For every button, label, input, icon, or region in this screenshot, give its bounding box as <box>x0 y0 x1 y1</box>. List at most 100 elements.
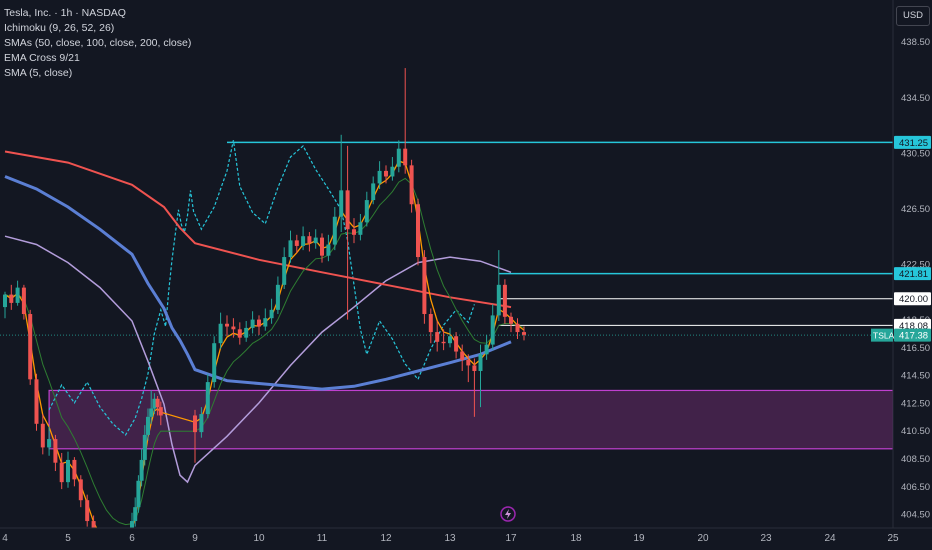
y-tick-label: 416.50 <box>901 343 930 354</box>
candle-body <box>522 332 526 335</box>
candle-body <box>231 326 236 330</box>
candle-body <box>339 190 344 217</box>
candle-body <box>460 351 465 360</box>
candle-71 <box>484 334 489 360</box>
candle-body <box>205 382 210 415</box>
demand-zone <box>48 389 894 450</box>
label-current-price-bg <box>894 328 931 342</box>
candle-body <box>320 237 324 256</box>
candle-34 <box>250 311 255 334</box>
candle-75 <box>509 312 513 333</box>
candle-body <box>509 316 513 324</box>
candle-41 <box>294 234 299 253</box>
candle-51 <box>358 213 363 241</box>
symbol-title[interactable]: Tesla, Inc. · 1h · NASDAQ <box>4 7 126 19</box>
candle-30 <box>225 315 229 337</box>
lightning-icon[interactable] <box>500 506 516 522</box>
candle-body <box>377 170 382 184</box>
candle-body <box>263 318 268 327</box>
candle-76 <box>515 318 520 340</box>
sma200-line <box>4 235 512 484</box>
candle-16 <box>133 497 138 527</box>
candle-body <box>416 204 420 258</box>
candle-21 <box>149 390 154 424</box>
candle-49 <box>345 145 350 320</box>
candle-body <box>307 236 312 244</box>
candle-23 <box>155 396 160 416</box>
candle-2 <box>15 280 20 306</box>
x-tick-label: 12 <box>380 533 392 544</box>
x-tick-label: 11 <box>317 533 328 544</box>
candle-body <box>496 284 501 316</box>
candle-body <box>428 314 433 333</box>
candle-body <box>472 365 477 371</box>
candle-22 <box>152 393 157 415</box>
indicator-ichimoku[interactable]: Ichimoku (9, 26, 52, 26) <box>4 22 115 34</box>
candle-26 <box>199 407 204 438</box>
candle-0 <box>3 291 7 319</box>
y-tick-label: 426.50 <box>901 204 930 215</box>
candle-body <box>409 165 414 205</box>
candle-body <box>326 244 331 256</box>
chart-legend: Tesla, Inc. · 1h · NASDAQ Ichimoku (9, 2… <box>4 6 191 81</box>
candle-6 <box>40 414 45 455</box>
y-tick-label: 438.50 <box>901 37 930 48</box>
currency-button[interactable]: USD <box>896 6 930 26</box>
candle-body <box>441 341 446 344</box>
candle-body <box>403 148 408 166</box>
label-resistance-upper: 431.25 <box>899 138 928 149</box>
indicator-ema-cross[interactable]: EMA Cross 9/21 <box>4 52 80 64</box>
candle-32 <box>237 322 242 345</box>
candle-body <box>352 229 356 235</box>
candle-body <box>193 415 197 433</box>
candle-body <box>133 507 138 522</box>
candle-1 <box>9 284 14 310</box>
candle-body <box>250 319 255 328</box>
indicator-sma5[interactable]: SMA (5, close) <box>4 67 73 79</box>
candle-29 <box>218 312 223 349</box>
y-tick-label: 404.50 <box>901 510 930 521</box>
candle-61 <box>422 250 427 324</box>
candle-body <box>225 323 229 327</box>
candle-47 <box>332 207 337 251</box>
candle-73 <box>496 250 501 321</box>
label-level-420-bg <box>894 292 931 306</box>
candle-body <box>47 439 52 448</box>
candle-body <box>146 416 150 435</box>
candle-body <box>212 343 217 383</box>
label-resistance-upper-bg <box>894 135 931 149</box>
x-tick-label: 6 <box>129 533 135 544</box>
candle-69 <box>472 358 477 417</box>
candle-74 <box>502 279 507 324</box>
x-tick-label: 19 <box>633 533 645 544</box>
candle-42 <box>301 226 306 251</box>
horizontal-levels <box>0 141 893 336</box>
candle-body <box>257 319 261 327</box>
candle-28 <box>212 336 217 388</box>
candle-38 <box>275 276 280 315</box>
candle-body <box>9 294 14 303</box>
candle-body <box>53 439 58 463</box>
candle-body <box>28 314 33 380</box>
candle-5 <box>34 373 39 431</box>
candle-46 <box>326 234 331 262</box>
label-resistance-lower-bg <box>894 267 931 281</box>
x-tick-label: 24 <box>824 533 836 544</box>
candle-35 <box>257 315 261 335</box>
candle-7 <box>47 426 52 456</box>
candle-body <box>155 398 160 408</box>
candle-19 <box>142 425 147 466</box>
candle-body <box>158 407 163 416</box>
candle-body <box>152 398 157 409</box>
label-level-420: 420.00 <box>899 294 928 305</box>
candle-62 <box>428 308 433 344</box>
label-resistance-lower: 421.81 <box>899 269 928 280</box>
candle-body <box>390 166 395 177</box>
candle-59 <box>409 159 414 213</box>
x-tick-label: 4 <box>2 533 8 544</box>
indicator-smas[interactable]: SMAs (50, close, 100, close, 200, close) <box>4 37 192 49</box>
candle-body <box>332 216 337 245</box>
candle-63 <box>435 320 440 352</box>
